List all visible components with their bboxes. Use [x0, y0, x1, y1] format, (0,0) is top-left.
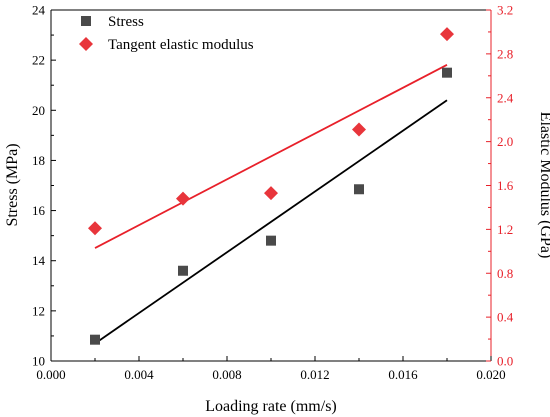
- left-y-tick-label: 10: [32, 354, 45, 369]
- fit-line-stress: [94, 99, 448, 345]
- right-y-axis-title: Elastic Modulus (GPa): [537, 112, 550, 259]
- data-points: [88, 27, 454, 345]
- stress-point: [442, 67, 452, 78]
- x-tick-label: 0.000: [36, 367, 65, 382]
- legend-marker-tangent-modulus: [79, 37, 93, 51]
- x-tick-label: 0.004: [124, 367, 154, 382]
- legend: Stress Tangent elastic modulus: [79, 14, 254, 53]
- left-y-tick-label: 16: [32, 203, 46, 218]
- tangent-modulus-point: [264, 186, 278, 201]
- right-y-tick-label: 2.0: [497, 134, 513, 149]
- tangent-modulus-point: [88, 221, 102, 236]
- x-tick-label: 0.020: [476, 367, 505, 382]
- stress-point: [178, 265, 188, 276]
- right-y-tick-label: 1.2: [497, 222, 513, 237]
- tangent-modulus-point: [352, 122, 366, 137]
- stress-point: [266, 235, 276, 246]
- left-y-tick-label: 14: [32, 253, 46, 268]
- right-y-tick-label: 3.2: [497, 3, 513, 18]
- stress-point: [90, 334, 100, 345]
- left-y-tick-label: 24: [32, 3, 46, 18]
- stress-point: [354, 184, 364, 195]
- left-y-tick-label: 12: [32, 303, 45, 318]
- tangent-modulus-point: [176, 191, 190, 206]
- left-y-axis-ticks: 10 12 14 16 18 20 22 24: [32, 3, 56, 369]
- left-y-axis-title: Stress (MPa): [4, 143, 21, 226]
- x-tick-label: 0.012: [300, 367, 329, 382]
- fit-lines: [94, 64, 448, 345]
- x-axis-ticks: 0.000 0.004 0.008 0.012 0.016 0.020: [36, 356, 506, 382]
- legend-label-stress: Stress: [108, 14, 144, 30]
- right-y-tick-label: 0.4: [497, 310, 514, 325]
- x-tick-label: 0.008: [212, 367, 241, 382]
- right-y-tick-label: 2.4: [497, 90, 514, 105]
- fit-line-tangent-modulus: [94, 64, 448, 249]
- x-axis-title: Loading rate (mm/s): [205, 398, 337, 415]
- plot-frame: [50, 9, 492, 362]
- x-tick-label: 0.016: [388, 367, 418, 382]
- right-y-tick-label: 0.0: [497, 354, 513, 369]
- right-y-axis-ticks: 0.0 0.4 0.8 1.2 1.6 2.0 2.4 2.8 3.2: [486, 3, 514, 369]
- left-y-tick-label: 22: [32, 53, 45, 68]
- tangent-modulus-point: [440, 27, 454, 42]
- left-y-tick-label: 18: [32, 153, 45, 168]
- legend-label-tangent-modulus: Tangent elastic modulus: [108, 37, 254, 53]
- legend-marker-stress: [81, 16, 91, 26]
- right-y-tick-label: 0.8: [497, 266, 513, 281]
- right-y-tick-label: 2.8: [497, 46, 513, 61]
- left-y-tick-label: 20: [32, 103, 45, 118]
- right-y-tick-label: 1.6: [497, 178, 514, 193]
